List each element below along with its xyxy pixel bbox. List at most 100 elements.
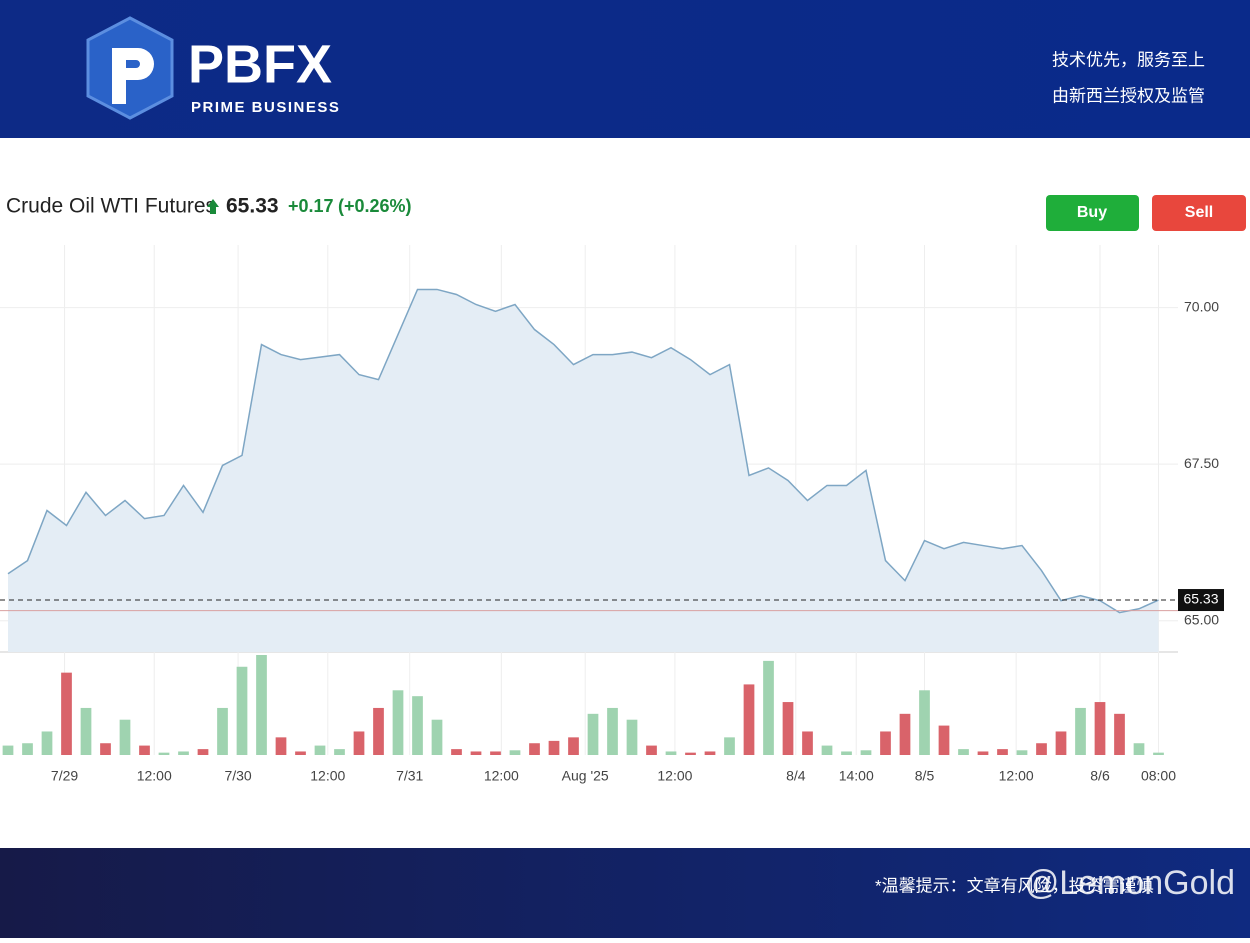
price-area [8, 289, 1159, 652]
volume-bar [529, 743, 540, 755]
volume-bar [353, 731, 365, 755]
x-tick-label: 12:00 [310, 768, 345, 784]
volume-bar [100, 743, 111, 755]
up-arrow [207, 199, 219, 214]
x-tick-label: 7/30 [224, 768, 251, 784]
x-tick-label: 7/31 [396, 768, 423, 784]
volume-bar [665, 751, 677, 755]
volume-bar [782, 702, 794, 755]
volume-bar [763, 660, 774, 755]
y-tick-label: 65.00 [1184, 611, 1219, 627]
volume-bar [958, 749, 969, 755]
volume-bar [841, 751, 852, 755]
x-tick-label: 08:00 [1141, 768, 1176, 784]
buy-label[interactable]: Buy [1077, 204, 1107, 221]
volume-bar [139, 745, 150, 755]
volume-bar [646, 745, 657, 755]
volume-bar [802, 731, 813, 755]
x-tick-label: 8/6 [1090, 768, 1110, 784]
volume-bar [61, 672, 72, 755]
volume-bar [334, 749, 345, 755]
x-tick-label: 12:00 [657, 768, 692, 784]
volume-bar [880, 731, 891, 755]
x-tick-label: 7/29 [51, 768, 78, 784]
footer-band [0, 848, 1250, 938]
volume-bar [1133, 743, 1145, 755]
volume-bar [490, 751, 501, 755]
volume-bar [197, 749, 209, 755]
x-tick-label: 12:00 [999, 768, 1034, 784]
volume-bar [392, 690, 404, 755]
volume-bar [724, 737, 735, 755]
volume-bar [1153, 752, 1164, 755]
volume-bar [977, 751, 989, 755]
x-tick-label: 12:00 [484, 768, 519, 784]
sell-button[interactable] [1152, 195, 1246, 231]
volume-bar [275, 737, 287, 755]
slogan: 由新西兰授权及监管 [1052, 86, 1205, 105]
percent-change: (+0.26%) [338, 196, 412, 216]
price-change: +0.17 [288, 196, 334, 216]
volume-bar [607, 707, 618, 755]
volume-bar [158, 752, 170, 755]
volume-bar [1016, 750, 1028, 755]
volume-bar [509, 750, 521, 755]
volume-bar [919, 690, 930, 755]
x-tick-label: 8/4 [786, 768, 806, 784]
volume-bar [626, 719, 638, 755]
x-tick-label: 14:00 [839, 768, 874, 784]
x-tick-label: 8/5 [915, 768, 935, 784]
volume-bar [470, 751, 482, 755]
volume-bar [821, 745, 833, 755]
tagline: PRIME BUSINESS [191, 99, 340, 116]
y-tick-label: 70.00 [1184, 298, 1219, 314]
volume-bar [548, 740, 560, 755]
volume-bar [373, 707, 384, 755]
last-price: 65.33 [226, 195, 279, 218]
last-price-label: 65.33 [1183, 591, 1218, 607]
volume-bar [1055, 731, 1067, 755]
logo-p [112, 48, 154, 104]
volume-bar [860, 750, 872, 755]
footer-notice: *温馨提示：文章有风险，投资需谨慎 [875, 876, 1154, 895]
volume-bar [899, 713, 911, 755]
volume-bar [22, 743, 33, 755]
volume-bar [80, 707, 92, 755]
volume-bar [295, 751, 306, 755]
x-tick-label: 12:00 [137, 768, 172, 784]
volume-bar [1075, 707, 1086, 755]
volume-bar [568, 737, 579, 755]
volume-bar [685, 752, 696, 755]
volume-bar [431, 719, 443, 755]
slogan: 技术优先，服务至上 [1052, 50, 1205, 69]
volume-bar [217, 707, 228, 755]
volume-bar [1114, 713, 1125, 755]
watermark: @LemonGold [1025, 864, 1235, 902]
price-line [7, 288, 1159, 614]
volume-bar [1094, 702, 1106, 755]
brand: PBFX [188, 34, 332, 94]
volume-bar [2, 745, 14, 755]
sell-label[interactable]: Sell [1185, 204, 1213, 221]
volume-bar [587, 713, 599, 755]
chart-title: Crude Oil WTI Futures [6, 195, 216, 218]
volume-bar [997, 749, 1008, 755]
volume-bar [41, 731, 53, 755]
volume-bar [451, 749, 462, 755]
last-price-box [1178, 589, 1224, 612]
volume-bar [256, 655, 267, 755]
volume-bar [119, 719, 131, 755]
buy-button[interactable] [1046, 195, 1139, 231]
volume-bar [314, 745, 326, 755]
volume-bar [1036, 743, 1047, 755]
volume-bar [178, 751, 189, 755]
volume-bar [236, 666, 248, 755]
header-band [0, 0, 1250, 138]
volume-bar [938, 725, 950, 755]
plot: 7/29 12:00 7/30 12:00 7/31 12:00 Aug '25 12:00 8… [0, 245, 1224, 784]
y-tick-label: 67.50 [1184, 455, 1219, 471]
x-tick-label: Aug '25 [562, 768, 609, 784]
volume-bar [743, 684, 755, 755]
